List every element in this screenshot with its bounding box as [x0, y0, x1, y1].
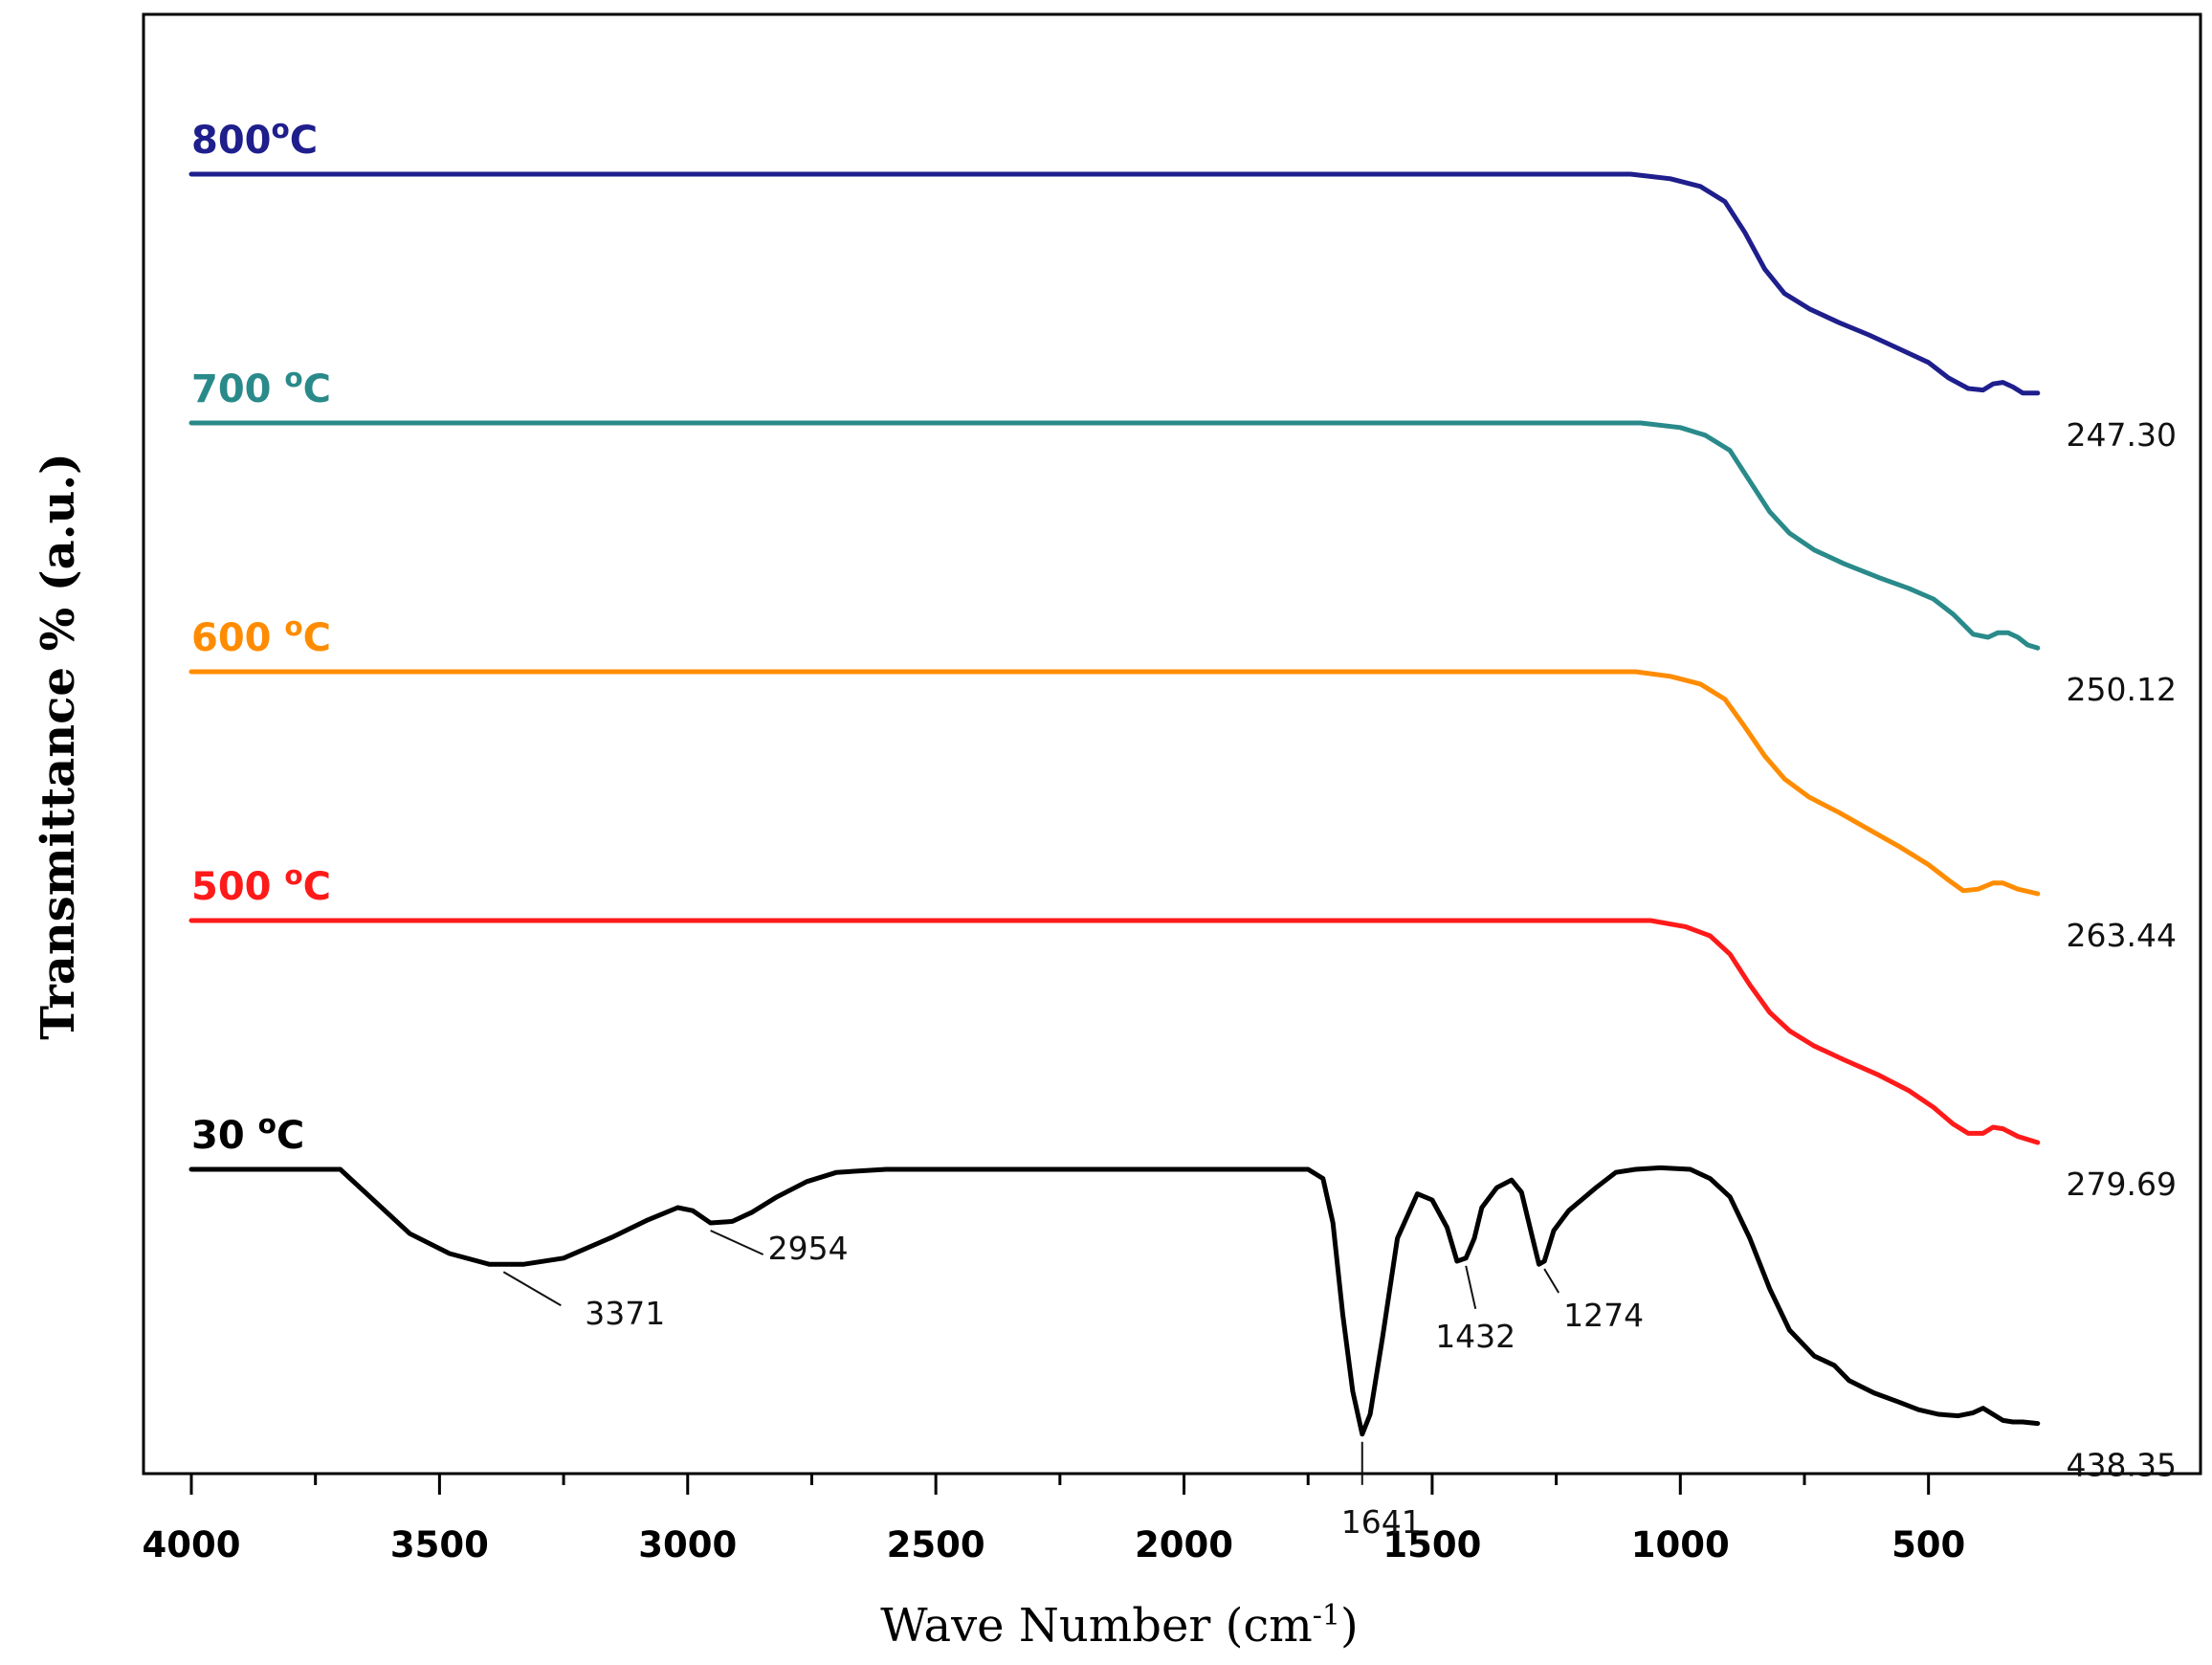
series-name-degree: o [272, 113, 290, 144]
x-tick-label: 2500 [887, 1524, 985, 1565]
x-axis-title-main: Wave Number (cm [880, 1599, 1312, 1653]
series-name-label: 30 oC [191, 1108, 304, 1159]
peak-leader-line [502, 1271, 562, 1307]
x-axis-title-close: ) [1340, 1599, 1359, 1653]
x-tick-label: 3000 [638, 1524, 737, 1565]
series-end-label: 279.69 [2067, 1166, 2177, 1203]
series-name-label: 600 oC [191, 610, 331, 661]
peak-leader-line [1465, 1265, 1477, 1310]
peak-leader-line [1543, 1268, 1560, 1294]
series-name-part: C [276, 1114, 304, 1158]
x-axis-title: Wave Number (cm-1) [880, 1599, 1358, 1654]
series-name-degree: o [284, 610, 302, 642]
series-name-part: 600 [191, 616, 284, 660]
series-line [188, 669, 2041, 897]
series-name-label: 800oC [191, 113, 318, 164]
series-name-part: 30 [191, 1114, 258, 1158]
x-tick-label: 4000 [143, 1524, 241, 1565]
series-name-label: 700 oC [191, 362, 331, 412]
x-tick-label: 1000 [1631, 1524, 1730, 1565]
peak-label: 1641 [1341, 1503, 1422, 1541]
x-axis-title-sup: -1 [1313, 1599, 1340, 1632]
series-name-part: 800 [191, 119, 272, 163]
plot-frame [142, 12, 2202, 1476]
y-axis-title: Transmittance % (a.u.) [32, 453, 85, 1040]
series-line [188, 1165, 2041, 1437]
series-traces [188, 171, 2041, 1437]
series-name-label: 500 oC [191, 859, 331, 910]
series-end-label: 247.30 [2067, 416, 2177, 454]
peak-leader-line [710, 1230, 764, 1255]
peak-label: 1432 [1435, 1318, 1515, 1355]
peak-label: 2954 [768, 1230, 849, 1267]
peak-annotations: 3371 2954 1641 1432 1274 [502, 1230, 1644, 1541]
series-name-degree: o [284, 362, 302, 393]
series-end-label: 250.12 [2067, 671, 2177, 708]
series-line [188, 918, 2041, 1145]
x-tick-label: 3500 [390, 1524, 489, 1565]
series-name-part: C [303, 865, 331, 909]
series-name-degree: o [284, 859, 302, 891]
series-line [188, 171, 2041, 396]
series-name-part: C [290, 119, 318, 163]
series-name-part: C [303, 367, 331, 411]
series-end-label: 438.35 [2067, 1447, 2177, 1484]
series-name-degree: o [258, 1108, 276, 1140]
x-tick-label: 1500 [1382, 1524, 1481, 1565]
x-axis-ticks: 4000 3500 3000 2500 2000 1500 1000 500 [143, 1474, 1965, 1565]
peak-label: 3371 [585, 1295, 665, 1332]
series-name-part: 500 [191, 865, 284, 909]
peak-label: 1274 [1563, 1297, 1644, 1334]
series-name-part: C [303, 616, 331, 660]
series-line [188, 420, 2041, 651]
x-tick-label: 2000 [1135, 1524, 1233, 1565]
series-name-part: 700 [191, 367, 284, 411]
series-end-label: 263.44 [2067, 917, 2177, 954]
x-tick-label: 500 [1891, 1524, 1965, 1565]
